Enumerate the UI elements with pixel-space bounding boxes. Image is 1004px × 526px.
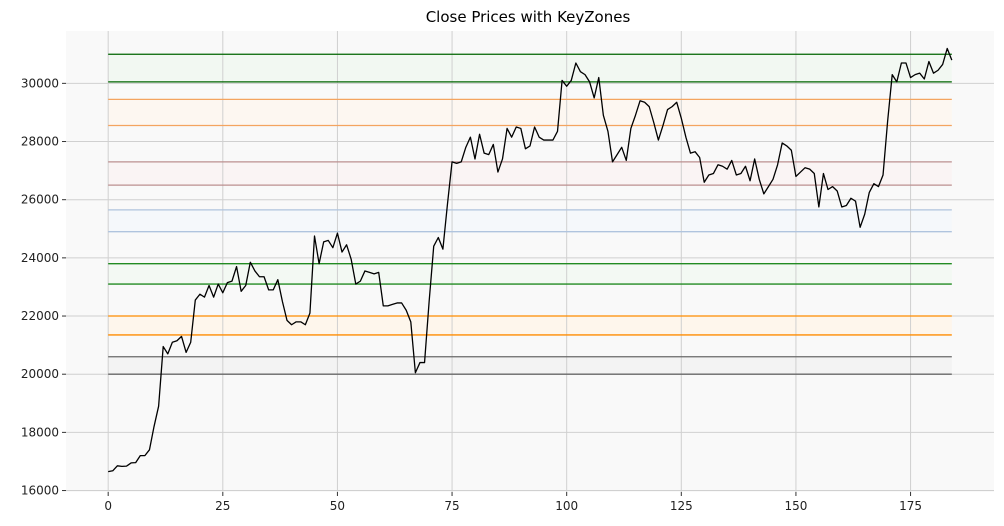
y-tick-label-4: 24000 [21,251,59,265]
x-tick-label-3: 75 [444,499,459,513]
keyzone-lines [108,53,952,375]
price-series [108,47,953,473]
keyzone-band-5 [108,316,952,335]
keyzone-band-4 [108,263,952,285]
price-line-0 [108,47,953,473]
x-tick-label-5: 125 [670,499,693,513]
x-tick-label-6: 150 [784,499,807,513]
y-axis: 16000 18000 20000 22000 24000 26000 28000 30000 [21,76,66,498]
keyzone-bands [108,54,952,375]
chart-title: Close Prices with KeyZones [426,8,631,26]
keyzone-band-1 [108,99,952,126]
keyzone-band-2 [108,161,952,186]
keyzone-band-3 [108,209,952,232]
keyzone-band-6 [108,356,952,375]
x-axis: 0 25 50 75 100 125 150 175 [104,492,922,513]
x-tick-label-0: 0 [104,499,112,513]
y-tick-label-2: 20000 [21,367,59,381]
y-tick-label-5: 26000 [21,193,59,207]
x-tick-label-2: 50 [330,499,345,513]
y-tick-label-7: 30000 [21,76,59,90]
keyzone-band-0 [108,54,952,82]
y-tick-label-6: 28000 [21,135,59,149]
x-tick-label-1: 25 [215,499,230,513]
x-tick-label-4: 100 [555,499,578,513]
y-tick-label-1: 18000 [21,425,59,439]
x-tick-label-7: 175 [899,499,922,513]
y-tick-label-0: 16000 [21,484,59,498]
y-tick-label-3: 22000 [21,309,59,323]
